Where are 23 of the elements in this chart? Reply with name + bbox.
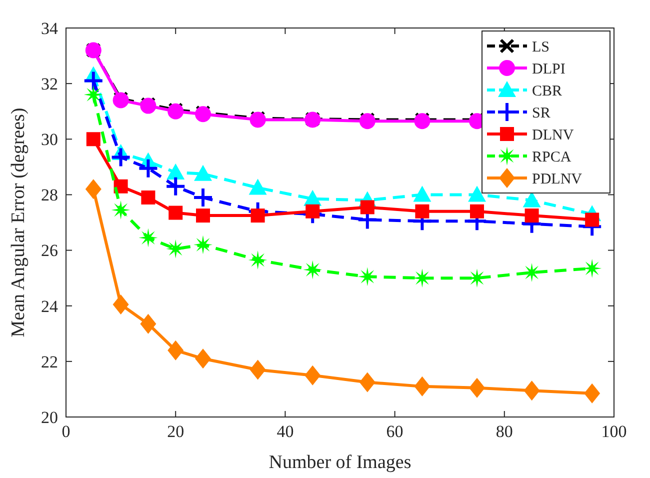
- x-axis-title: Number of Images: [268, 452, 412, 473]
- y-tick-label: 24: [41, 296, 58, 316]
- x-tick-label: 60: [386, 422, 404, 441]
- legend-label: CBR: [532, 83, 562, 100]
- legend-label: DLPI: [532, 61, 566, 78]
- legend-label: SR: [532, 105, 550, 122]
- y-tick-label: 22: [41, 352, 58, 372]
- x-tick-label: 0: [62, 422, 70, 441]
- legend-label: RPCA: [532, 149, 572, 166]
- y-tick-label: 26: [41, 241, 58, 260]
- y-tick-label: 20: [41, 408, 58, 427]
- legend-label: PDLNV: [532, 171, 582, 188]
- y-axis-title: Mean Angular Error (degrees): [8, 108, 29, 338]
- legend-label: DLNV: [532, 127, 574, 144]
- x-tick-label: 20: [167, 422, 184, 441]
- y-tick-label: 28: [41, 186, 58, 205]
- x-tick-label: 40: [276, 422, 294, 441]
- y-tick-label: 34: [41, 18, 58, 38]
- y-tick-label: 30: [41, 130, 58, 150]
- x-tick-label: 80: [496, 422, 513, 441]
- legend-label: LS: [532, 39, 550, 56]
- y-tick-label: 32: [41, 74, 58, 94]
- x-tick-label: 100: [601, 422, 627, 441]
